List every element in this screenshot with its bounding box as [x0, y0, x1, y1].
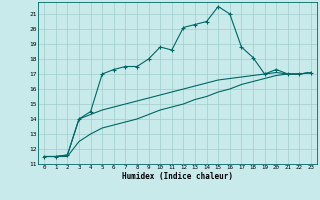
X-axis label: Humidex (Indice chaleur): Humidex (Indice chaleur) — [122, 172, 233, 181]
